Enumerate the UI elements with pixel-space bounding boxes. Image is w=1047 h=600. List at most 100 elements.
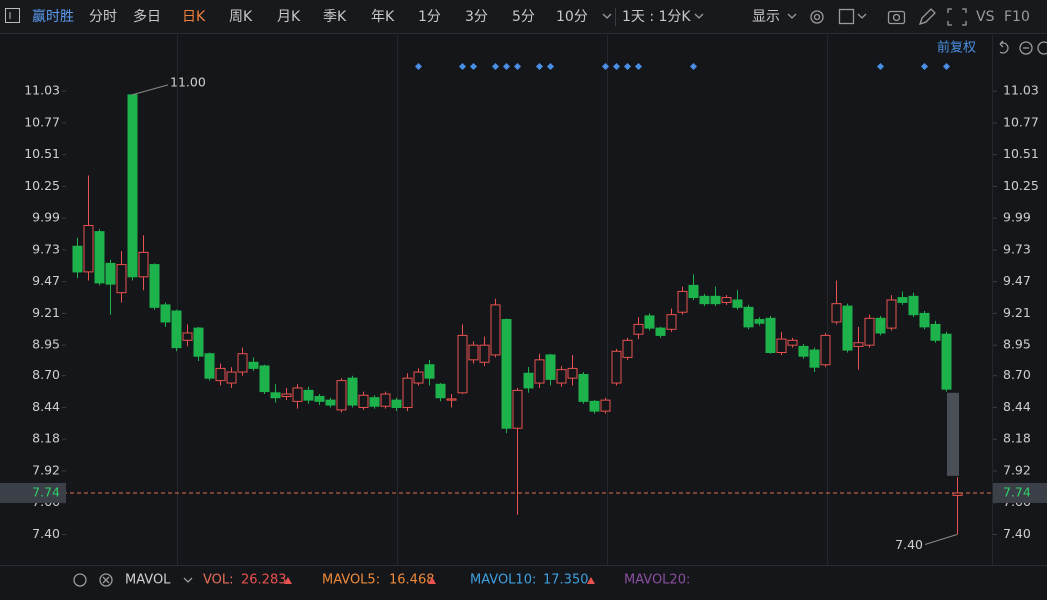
close-cross <box>102 576 110 584</box>
event-marker[interactable] <box>469 62 478 71</box>
candle-body <box>512 389 523 429</box>
candle-body <box>743 306 754 328</box>
event-marker[interactable] <box>513 62 522 71</box>
candle-body <box>105 262 116 285</box>
event-marker[interactable] <box>623 62 632 71</box>
indicator-value: 26.283 <box>241 573 287 588</box>
event-marker[interactable] <box>876 62 885 71</box>
y-tick-label: 7.92 <box>32 462 60 477</box>
indicator-label: MAVOL5: <box>322 573 380 588</box>
candle-body <box>435 383 446 399</box>
candle-body <box>204 353 215 379</box>
plot: 11.03 11.03 10.77 10.77 10.51 10.51 10.25 10.25… <box>0 74 1047 552</box>
event-marker[interactable] <box>634 62 643 71</box>
tab[interactable]: 1分 <box>418 9 441 25</box>
candle-body <box>446 398 457 401</box>
checkbox-icon[interactable] <box>838 8 855 25</box>
candle-body <box>149 264 160 308</box>
adjust-mode[interactable]: 前复权 <box>937 40 976 56</box>
dropdown-chevron[interactable] <box>183 577 193 583</box>
undo-icon[interactable] <box>999 40 1009 54</box>
y-tick-label: 8.44 <box>32 399 60 414</box>
candle-body <box>501 319 512 429</box>
candle-body <box>556 369 567 384</box>
candle-body <box>930 323 941 341</box>
tab[interactable]: 周K <box>229 9 253 25</box>
candle-body <box>919 312 930 328</box>
zoom-in-icon[interactable] <box>1037 41 1047 55</box>
y-tick-label-right: 9.99 <box>1003 210 1031 225</box>
candle-body <box>303 389 314 401</box>
y-tick-label-right: 7.92 <box>1003 462 1031 477</box>
tab-active[interactable]: 日K <box>182 9 206 25</box>
event-marker[interactable] <box>502 62 511 71</box>
event-marker[interactable] <box>942 62 951 71</box>
dropdown-chevron[interactable] <box>694 13 704 19</box>
tab[interactable]: 季K <box>323 9 347 25</box>
tab[interactable]: 5分 <box>512 9 535 25</box>
indicator-close-icon[interactable] <box>99 573 113 587</box>
event-marker[interactable] <box>535 62 544 71</box>
candle-body <box>347 377 358 406</box>
dropdown-chevron[interactable] <box>857 13 867 19</box>
event-marker[interactable] <box>920 62 929 71</box>
candle-body <box>314 395 325 402</box>
y-tick-label: 10.25 <box>24 178 60 193</box>
tab[interactable]: 10分 <box>556 9 588 25</box>
y-tick-label-right: 9.47 <box>1003 273 1031 288</box>
candle-body <box>578 373 589 402</box>
candle-body <box>677 290 688 313</box>
candle-body <box>215 367 226 382</box>
candle-body <box>886 299 897 329</box>
candle-body <box>380 393 391 407</box>
candle-body <box>325 399 336 406</box>
candle-body <box>182 332 193 341</box>
f10-link[interactable]: F10 <box>1004 9 1030 25</box>
toolbar <box>0 0 1047 33</box>
y-tick-label: 9.47 <box>32 273 60 288</box>
dropdown-chevron[interactable] <box>602 13 612 19</box>
candle-body <box>754 319 765 324</box>
indicator-label: MAVOL20: <box>624 573 690 588</box>
event-marker[interactable] <box>689 62 698 71</box>
indicator-settings-icon[interactable] <box>73 573 87 587</box>
event-marker[interactable] <box>458 62 467 71</box>
settings-icon[interactable] <box>810 10 824 24</box>
candle-body <box>116 264 127 294</box>
period-select[interactable]: 1天 : 1分K <box>622 9 691 25</box>
display-menu[interactable]: 显示 <box>752 9 780 25</box>
zoom-out-icon[interactable] <box>1019 41 1033 55</box>
dropdown-chevron[interactable] <box>787 13 797 19</box>
candle-body <box>468 344 479 361</box>
y-tick-label: 8.70 <box>32 367 60 382</box>
candle-body <box>710 295 721 305</box>
event-markers <box>414 62 951 71</box>
event-marker[interactable] <box>546 62 555 71</box>
indicator-value: 17.350 <box>543 573 589 588</box>
indicator-name[interactable]: MAVOL <box>125 573 171 588</box>
candle-body <box>391 399 402 408</box>
event-marker[interactable] <box>612 62 621 71</box>
vs-link[interactable]: VS <box>976 9 995 25</box>
candle-body <box>776 338 787 354</box>
candle-body <box>831 303 842 323</box>
camera-icon[interactable] <box>887 10 906 25</box>
logo-icon[interactable] <box>5 8 20 23</box>
candle-body <box>160 304 171 323</box>
tab[interactable]: 月K <box>277 9 301 25</box>
tab[interactable]: 多日 <box>133 8 161 25</box>
tab[interactable]: 分时 <box>89 9 117 25</box>
candle-body <box>413 371 424 384</box>
event-marker[interactable] <box>491 62 500 71</box>
draw-icon[interactable] <box>918 8 936 26</box>
event-marker[interactable] <box>414 62 423 71</box>
candle-body <box>952 492 963 496</box>
y-tick-label-right: 10.51 <box>1003 146 1039 161</box>
event-marker[interactable] <box>601 62 610 71</box>
last-price-box <box>0 482 66 503</box>
fullscreen-icon[interactable] <box>947 8 967 26</box>
tab[interactable]: 年K <box>371 9 395 25</box>
stock-name[interactable]: 赢时胜 <box>32 8 74 25</box>
tab[interactable]: 3分 <box>465 9 488 25</box>
up-arrow <box>428 577 436 584</box>
